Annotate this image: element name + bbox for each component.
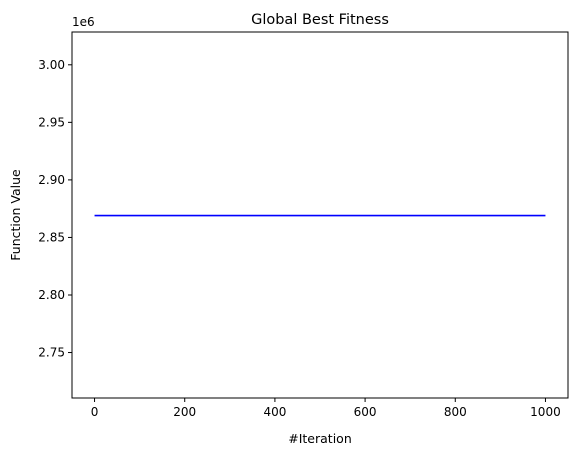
y-tick-label: 2.85: [38, 230, 65, 244]
x-tick-label: 400: [263, 405, 286, 419]
y-tick-label: 2.95: [38, 115, 65, 129]
x-axis-label: #Iteration: [288, 431, 352, 446]
plot-frame: [71, 31, 569, 399]
x-tick-label: 800: [444, 405, 467, 419]
y-tick-label: 2.75: [38, 346, 65, 360]
x-tick-label: 200: [173, 405, 196, 419]
y-offset-text: 1e6: [72, 15, 95, 29]
x-tick-label: 1000: [530, 405, 561, 419]
y-axis-label: Function Value: [8, 169, 23, 261]
y-tick-label: 2.90: [38, 173, 65, 187]
chart-title: Global Best Fitness: [251, 12, 389, 28]
x-axis-ticks: 0 200 400 600 800 1000: [91, 398, 561, 419]
y-axis-ticks: 2.75 2.80 2.85 2.90 2.95 3.00: [38, 58, 72, 360]
x-tick-label: 600: [354, 405, 377, 419]
y-tick-label: 3.00: [38, 58, 65, 72]
y-tick-label: 2.80: [38, 288, 65, 302]
x-tick-label: 0: [91, 405, 99, 419]
